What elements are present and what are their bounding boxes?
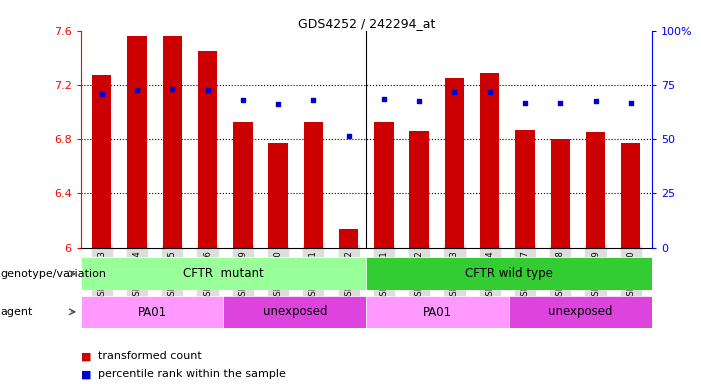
Point <box>167 86 178 92</box>
Bar <box>92 76 111 248</box>
Point <box>625 99 637 106</box>
Bar <box>304 122 323 248</box>
Text: unexposed: unexposed <box>263 306 327 318</box>
Text: percentile rank within the sample: percentile rank within the sample <box>98 369 286 379</box>
Point <box>590 98 601 104</box>
Bar <box>409 131 429 248</box>
Point <box>202 87 213 93</box>
Text: agent: agent <box>1 307 33 317</box>
Bar <box>198 51 217 248</box>
Bar <box>444 78 464 248</box>
Title: GDS4252 / 242294_at: GDS4252 / 242294_at <box>298 17 435 30</box>
Text: ■: ■ <box>81 369 91 379</box>
Bar <box>81 257 367 290</box>
Bar <box>480 73 499 248</box>
Bar <box>367 257 652 290</box>
Point <box>237 97 248 103</box>
Bar <box>268 143 288 248</box>
Text: PA01: PA01 <box>137 306 167 318</box>
Point <box>449 89 460 95</box>
Bar <box>367 296 509 328</box>
Text: CFTR  mutant: CFTR mutant <box>183 267 264 280</box>
Bar <box>515 130 535 248</box>
Point <box>519 99 531 106</box>
Text: ■: ■ <box>81 351 91 361</box>
Point <box>484 89 496 95</box>
Text: genotype/variation: genotype/variation <box>1 269 107 279</box>
Text: transformed count: transformed count <box>98 351 202 361</box>
Bar <box>586 132 605 248</box>
Bar <box>81 296 224 328</box>
Point <box>554 99 566 106</box>
Point <box>273 101 284 107</box>
Bar <box>374 122 393 248</box>
Bar <box>550 139 570 248</box>
Point <box>131 87 142 93</box>
Point <box>343 133 354 139</box>
Bar <box>233 122 252 248</box>
Bar <box>128 36 147 248</box>
Bar <box>339 229 358 248</box>
Bar <box>509 296 652 328</box>
Text: CFTR wild type: CFTR wild type <box>465 267 553 280</box>
Text: unexposed: unexposed <box>548 306 613 318</box>
Point <box>379 96 390 102</box>
Bar <box>621 143 641 248</box>
Bar <box>224 296 367 328</box>
Bar <box>163 36 182 248</box>
Point <box>308 97 319 103</box>
Point <box>96 91 107 98</box>
Point <box>414 98 425 104</box>
Text: PA01: PA01 <box>423 306 452 318</box>
